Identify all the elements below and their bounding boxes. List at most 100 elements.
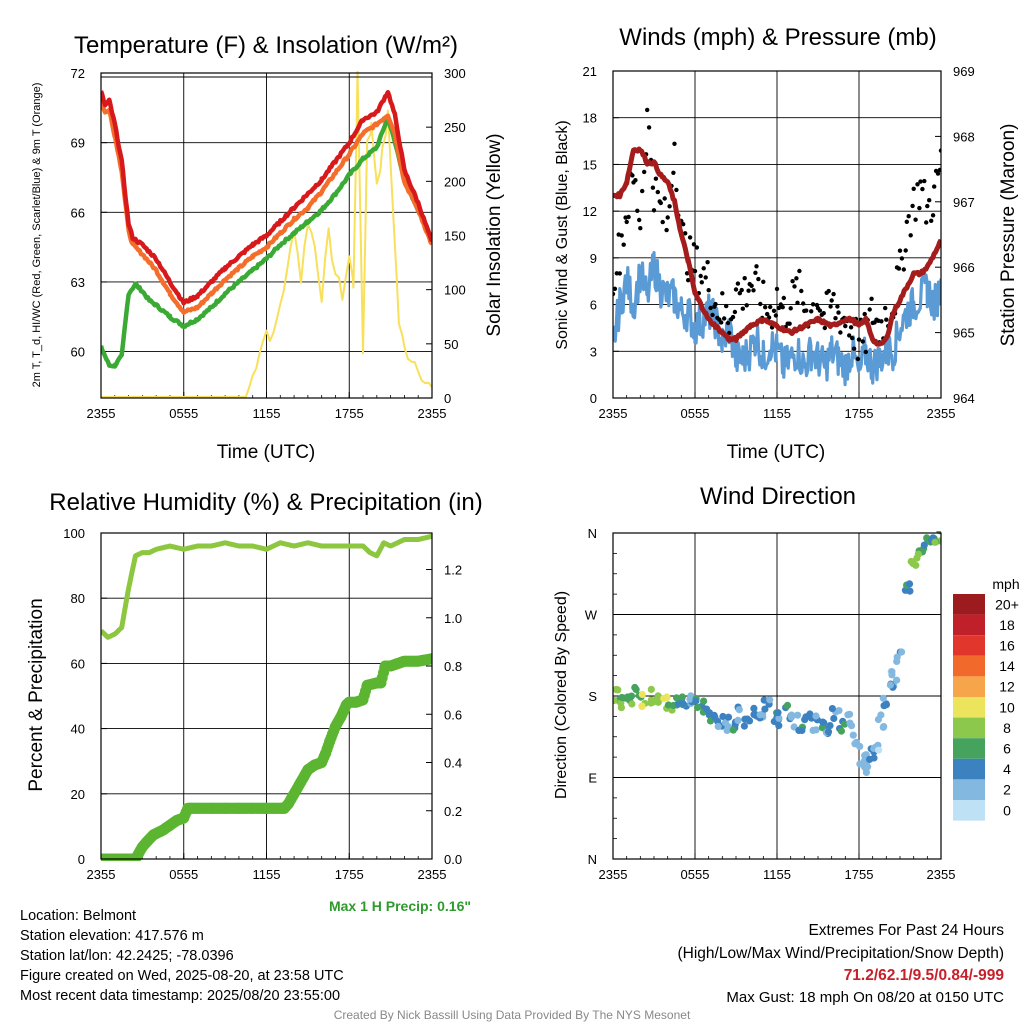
gust-point xyxy=(742,276,747,281)
y-tick-label: 60 xyxy=(71,345,85,360)
direction-point xyxy=(618,693,626,702)
gust-point xyxy=(804,308,809,313)
y-tick-label: 3 xyxy=(590,344,597,359)
gust-point xyxy=(856,337,862,342)
direction-point xyxy=(678,693,686,701)
gust-point xyxy=(935,171,941,176)
direction-point xyxy=(809,726,817,735)
direction-point xyxy=(631,683,639,692)
gust-point xyxy=(776,305,782,311)
direction-point xyxy=(888,668,896,676)
gust-point xyxy=(672,141,677,146)
gust-point xyxy=(897,248,903,253)
gust-point xyxy=(896,266,902,271)
direction-point xyxy=(638,702,646,711)
gust-point xyxy=(662,196,667,201)
gust-point xyxy=(869,296,874,301)
y2-tick-label: 0.4 xyxy=(444,756,462,771)
gust-point xyxy=(624,219,629,225)
direction-point xyxy=(787,713,796,721)
legend-label: 16 xyxy=(999,638,1015,654)
plot-layer: 2355 0555 1155 1755 235560636669720501001502… xyxy=(63,64,1019,882)
direction-point xyxy=(870,754,878,762)
temperature-line xyxy=(101,89,432,306)
gust-point xyxy=(706,288,711,293)
y-tick-label: 6 xyxy=(590,298,597,313)
direction-point xyxy=(818,724,827,732)
x-tick-label: 1755 xyxy=(845,406,874,421)
gust-point xyxy=(932,184,937,189)
direction-point xyxy=(879,694,887,702)
gust-point xyxy=(619,233,624,238)
speed-legend: 20+ 18 16 14 12 10 8 6 4 2 0 xyxy=(953,594,1019,821)
direction-point xyxy=(914,550,923,558)
y2-tick-label: 0.6 xyxy=(444,707,462,722)
direction-point xyxy=(673,694,681,702)
gust-point xyxy=(768,304,773,310)
direction-point xyxy=(693,703,702,712)
max-gust-text: Max Gust: 18 mph On 08/20 at 0150 UTC xyxy=(726,989,1004,1006)
temperature-9m-line xyxy=(101,100,432,315)
gust-point xyxy=(765,311,770,317)
extremes-values: 71.2/62.1/9.5/0.84/-999 xyxy=(844,967,1005,984)
gust-point xyxy=(650,185,656,190)
direction-point xyxy=(893,676,901,684)
legend-label: 18 xyxy=(999,617,1015,633)
y-tick-label: 66 xyxy=(71,205,85,220)
gust-point xyxy=(630,173,635,178)
gust-point xyxy=(710,312,715,318)
gust-point xyxy=(708,305,713,311)
direction-point xyxy=(724,713,733,721)
direction-point xyxy=(740,722,749,730)
gust-point xyxy=(691,242,697,247)
x-tick-label: 1155 xyxy=(253,867,281,882)
x-tick-label: 1755 xyxy=(845,867,874,882)
temp-xlabel: Time (UTC) xyxy=(217,442,316,463)
gust-point xyxy=(735,281,741,286)
temp-plot: 2355 0555 1155 1755 2355 60 63 66 69 72 0 50 100 150 2… xyxy=(71,66,466,421)
temp-ylabel-left: 2m T, T_d, HI/WC (Red, Green, Scarlet/Bl… xyxy=(31,83,43,388)
gust-point xyxy=(927,198,932,203)
created-text: Figure created on Wed, 2025-08-20, at 23… xyxy=(20,968,344,984)
y-tick-label: 0 xyxy=(590,391,597,406)
direction-point xyxy=(664,701,673,709)
direction-point xyxy=(719,712,727,721)
gust-point xyxy=(855,356,861,362)
direction-point xyxy=(828,705,837,713)
direction-point xyxy=(613,696,618,705)
gust-point xyxy=(749,283,754,288)
y2-tick-label: 964 xyxy=(953,391,975,406)
direction-point xyxy=(735,706,743,714)
direction-point xyxy=(835,707,843,715)
x-tick-label: 0555 xyxy=(681,406,710,421)
dewpoint-line xyxy=(101,114,432,369)
x-tick-label: 2355 xyxy=(927,406,956,421)
direction-point xyxy=(775,722,783,730)
y-tick-label: 100 xyxy=(63,526,85,541)
x-tick-label: 1755 xyxy=(335,867,364,882)
direction-point xyxy=(837,727,846,735)
y2-tick-label: 0.2 xyxy=(444,804,462,819)
rh-plot: 2355 0555 1155 1755 23550204060801000.00.20.… xyxy=(63,526,462,882)
gust-point xyxy=(829,298,834,303)
gust-point xyxy=(683,231,688,236)
elevation-text: Station elevation: 417.576 m xyxy=(20,928,204,944)
gust-point xyxy=(739,287,744,293)
gust-point xyxy=(910,203,915,209)
gust-point xyxy=(836,310,841,315)
gust-point xyxy=(645,107,650,113)
rh-ylabel-left: Percent & Precipitation xyxy=(26,598,47,791)
gust-point xyxy=(646,125,652,130)
gust-point xyxy=(720,291,725,296)
gust-point xyxy=(788,306,793,311)
gust-point xyxy=(699,280,704,285)
gust-point xyxy=(658,200,663,206)
recent-data-text: Most recent data timestamp: 2025/08/20 2… xyxy=(20,988,341,1004)
gust-point xyxy=(843,323,848,329)
y2-tick-label: 0 xyxy=(444,391,451,406)
gust-point xyxy=(929,218,934,223)
extremes-title: Extremes For Past 24 Hours xyxy=(808,922,1004,939)
legend-label: 14 xyxy=(999,658,1015,674)
direction-point xyxy=(830,714,838,723)
